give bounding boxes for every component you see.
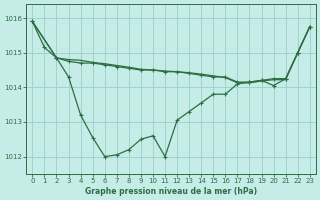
X-axis label: Graphe pression niveau de la mer (hPa): Graphe pression niveau de la mer (hPa) (85, 187, 257, 196)
